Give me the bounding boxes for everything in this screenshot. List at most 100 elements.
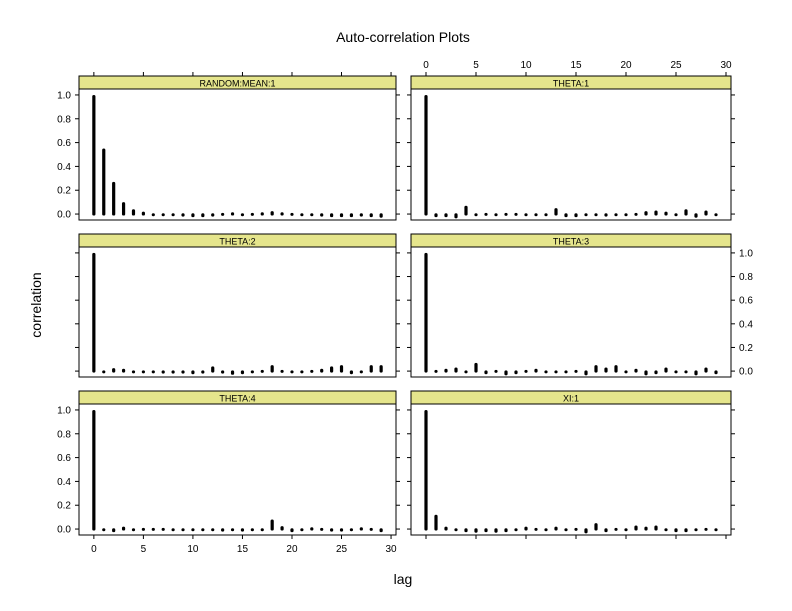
acf-bar [424, 252, 428, 373]
strip-label: XI:1 [563, 394, 579, 404]
acf-bar [654, 525, 658, 531]
acf-bar [330, 213, 334, 218]
y-tick-label: 0.8 [57, 429, 71, 440]
y-tick-label: 0.6 [739, 296, 753, 307]
acf-bar [201, 370, 205, 374]
acf-bar [644, 526, 648, 531]
acf-bar [564, 213, 568, 218]
acf-bar [221, 212, 225, 216]
y-tick-label: 1.0 [57, 90, 71, 101]
acf-bar [320, 368, 324, 373]
acf-bar [564, 370, 568, 374]
acf-bar [230, 528, 235, 532]
acf-bar [369, 365, 373, 373]
chart-title: Auto-correlation Plots [336, 29, 470, 45]
acf-bar [524, 526, 528, 531]
acf-bar [112, 181, 116, 216]
acf-bar [674, 528, 678, 533]
acf-bar [339, 213, 344, 218]
x-tick-label: 30 [385, 544, 397, 555]
acf-bar [161, 213, 165, 217]
acf-bar [584, 528, 588, 534]
acf-bar [514, 528, 518, 532]
acf-bar [181, 528, 185, 532]
acf-bar [604, 528, 608, 533]
acf-bar [504, 528, 508, 533]
panel-frame [78, 246, 397, 378]
acf-bar [424, 94, 428, 216]
acf-bar [161, 527, 165, 531]
acf-bar [131, 528, 136, 532]
y-tick-label: 0.4 [57, 162, 71, 173]
y-tick-label: 0.2 [739, 343, 753, 354]
acf-bar [240, 213, 245, 217]
acf-bar [240, 528, 245, 532]
acf-bar [121, 368, 126, 373]
acf-bar [464, 528, 468, 533]
acf-bar [534, 368, 538, 373]
acf-bar [584, 213, 588, 217]
y-tick-label: 0.8 [57, 114, 71, 125]
acf-bar [464, 370, 468, 374]
acf-bar [584, 370, 588, 376]
acf-bar [594, 213, 598, 217]
acf-bar [260, 212, 264, 216]
acf-bar [181, 370, 185, 374]
acf-bar [151, 370, 155, 374]
acf-bar [554, 208, 558, 216]
acf-bar [574, 213, 578, 218]
panel-frame [410, 88, 732, 221]
acf-bar [260, 528, 264, 532]
acf-bar [250, 370, 254, 374]
acf-bar [300, 370, 304, 374]
acf-bar [544, 213, 548, 217]
strip-label: THETA:2 [219, 237, 255, 247]
y-tick-label: 1.0 [57, 405, 71, 416]
acf-bar [494, 369, 498, 373]
acf-bar [614, 527, 618, 531]
acf-bar [624, 370, 628, 374]
acf-bar [504, 370, 508, 376]
x-tick-label: 5 [141, 544, 147, 555]
x-tick-label: 5 [473, 60, 479, 71]
acf-bar [211, 366, 215, 373]
acf-bar [524, 213, 528, 217]
acf-bar [434, 514, 438, 531]
acf-bar [191, 213, 195, 218]
acf-bar [644, 211, 648, 216]
acf-bar [369, 527, 373, 531]
acf-bar [704, 367, 708, 373]
panel-frame [410, 403, 732, 536]
y-tick-label: 0.6 [57, 138, 71, 149]
acf-bar [704, 210, 708, 216]
acf-bar [191, 528, 195, 532]
acf-bar [181, 213, 185, 217]
acf-bar [201, 528, 205, 532]
acf-bar [534, 527, 538, 531]
acf-bar [534, 213, 538, 217]
acf-bar [464, 205, 468, 216]
acf-bar [320, 527, 324, 531]
y-tick-label: 0.4 [739, 319, 753, 330]
acf-bar [280, 526, 284, 531]
acf-bar [514, 370, 518, 375]
acf-bar [514, 212, 518, 216]
acf-bar [634, 525, 638, 531]
x-tick-label: 10 [187, 544, 199, 555]
acf-bar [594, 523, 598, 531]
panel-frame [410, 246, 732, 378]
x-tick-label: 20 [620, 60, 632, 71]
acf-bar [359, 213, 363, 217]
acf-bar [674, 370, 678, 374]
acf-bar [484, 528, 488, 533]
acf-bar [349, 528, 354, 532]
acf-bar [664, 211, 668, 216]
acf-bar [211, 213, 215, 217]
acf-bar [624, 528, 628, 532]
acf-bar [102, 528, 106, 532]
y-tick-label: 0.2 [57, 186, 71, 197]
acf-bar [112, 368, 116, 373]
acf-bar [494, 528, 498, 533]
